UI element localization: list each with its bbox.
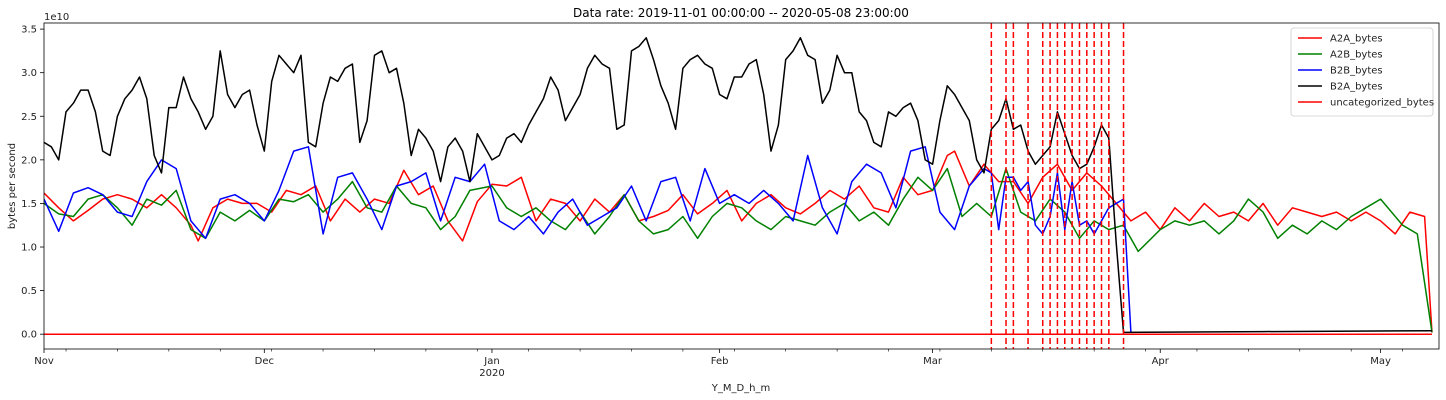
legend-label: B2B_bytes (1330, 66, 1383, 77)
series-line-A2B_bytes (44, 167, 1433, 333)
y-tick-label: 0.0 (21, 330, 37, 341)
series-line-B2B_bytes (44, 146, 1132, 333)
x-tick-label: May (1370, 356, 1391, 367)
y-tick-label: 3.0 (21, 68, 37, 79)
y-offset-label: 1e10 (44, 12, 69, 23)
legend-label: uncategorized_bytes (1330, 98, 1434, 109)
chart-title: Data rate: 2019-11-01 00:00:00 -- 2020-0… (573, 6, 909, 20)
x-tick-label: Apr (1152, 356, 1170, 367)
legend-box (1290, 27, 1434, 117)
y-axis-label: bytes per second (7, 143, 18, 229)
x-tick-sublabel: 2020 (479, 368, 504, 379)
y-tick-label: 1.0 (21, 243, 37, 254)
y-tick-label: 1.5 (21, 199, 37, 210)
y-tick-label: 3.5 (21, 25, 37, 36)
y-tick-label: 2.0 (21, 155, 37, 166)
legend-label: A2B_bytes (1330, 50, 1383, 61)
series-line-A2A_bytes (44, 150, 1433, 333)
plot-frame (43, 22, 1440, 350)
x-tick-label: Nov (34, 356, 54, 367)
x-tick-label: Dec (255, 356, 274, 367)
y-tick-label: 0.5 (21, 286, 37, 297)
y-tick-label: 2.5 (21, 112, 37, 123)
series-line-B2A_bytes (44, 37, 1433, 334)
x-axis-label: Y_M_D_h_m (711, 383, 771, 394)
legend: A2A_bytes A2B_bytes B2B_bytes B2A_bytesunca… (1290, 27, 1434, 117)
legend-label: B2A_bytes (1330, 82, 1383, 93)
x-tick-label: Jan (483, 356, 499, 367)
y-axis: 0.0 0.5 1.0 1.5 2.0 2.5 3.0 3.5 (21, 25, 44, 341)
x-tick-label: Mar (923, 356, 943, 367)
x-tick-label: Feb (711, 356, 729, 367)
legend-label: A2A_bytes (1330, 34, 1383, 45)
